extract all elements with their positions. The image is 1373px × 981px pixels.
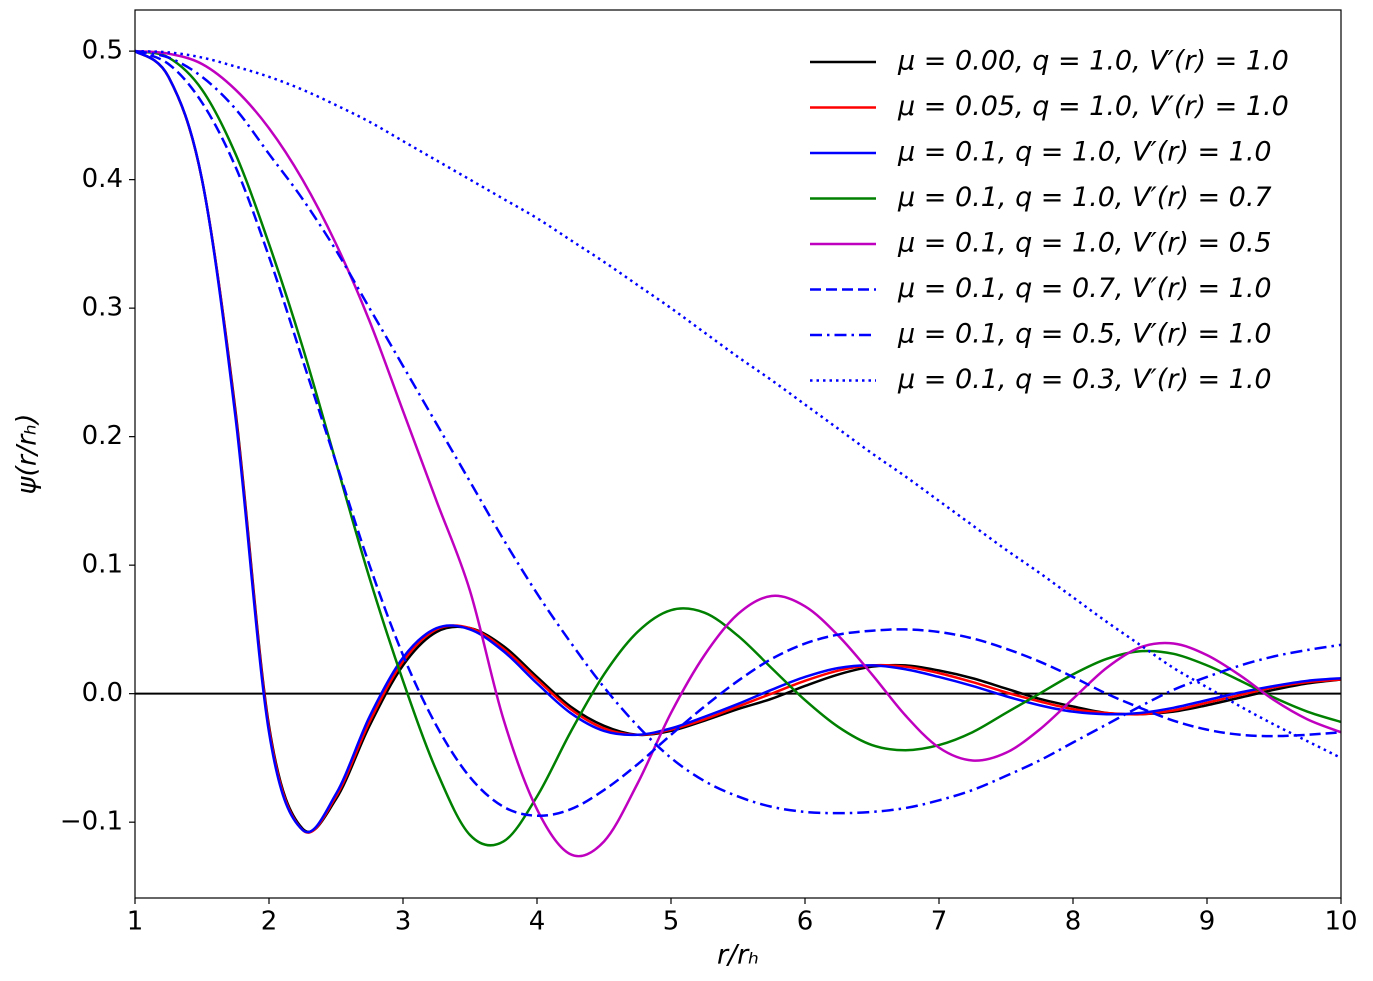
series-line [135,49,1341,847]
legend-label: μ = 0.05, q = 1.0, V′(r) = 1.0 [897,91,1289,122]
x-tick-label: 6 [797,907,814,937]
legend-label: μ = 0.1, q = 0.5, V′(r) = 1.0 [897,319,1272,350]
y-tick-label: 0.4 [82,164,123,194]
x-tick-label: 5 [663,907,680,937]
y-tick-label: 0.0 [82,678,123,708]
x-tick-label: 1 [127,907,144,937]
x-tick-label: 4 [529,907,546,937]
plot-frame [134,9,1342,899]
legend-label: μ = 0.1, q = 1.0, V′(r) = 1.0 [897,137,1272,168]
series-line [135,49,1341,815]
series-line [135,49,1341,858]
legend-label: μ = 0.1, q = 0.7, V′(r) = 1.0 [897,273,1272,304]
y-tick-label: −0.1 [60,807,123,837]
x-tick-label: 9 [1199,907,1216,937]
x-tick-label: 10 [1324,907,1357,937]
x-axis-label: r/rₕ [717,940,759,971]
y-tick-label: 0.5 [82,36,123,66]
series-line [135,49,1341,760]
y-tick-label: 0.1 [82,550,123,580]
x-tick-label: 8 [1065,907,1082,937]
x-tick-label: 2 [261,907,278,937]
series-line [135,49,1341,818]
y-axis-label: ψ(r/rₕ) [12,414,43,495]
y-tick-label: 0.3 [82,293,123,323]
x-tick-label: 7 [931,907,948,937]
y-tick-label: 0.2 [82,421,123,451]
legend-label: μ = 0.1, q = 0.3, V′(r) = 1.0 [897,364,1272,395]
x-tick-label: 3 [395,907,412,937]
legend-label: μ = 0.1, q = 1.0, V′(r) = 0.7 [897,182,1272,213]
legend-label: μ = 0.1, q = 1.0, V′(r) = 0.5 [897,228,1272,259]
legend-label: μ = 0.00, q = 1.0, V′(r) = 1.0 [897,46,1289,77]
